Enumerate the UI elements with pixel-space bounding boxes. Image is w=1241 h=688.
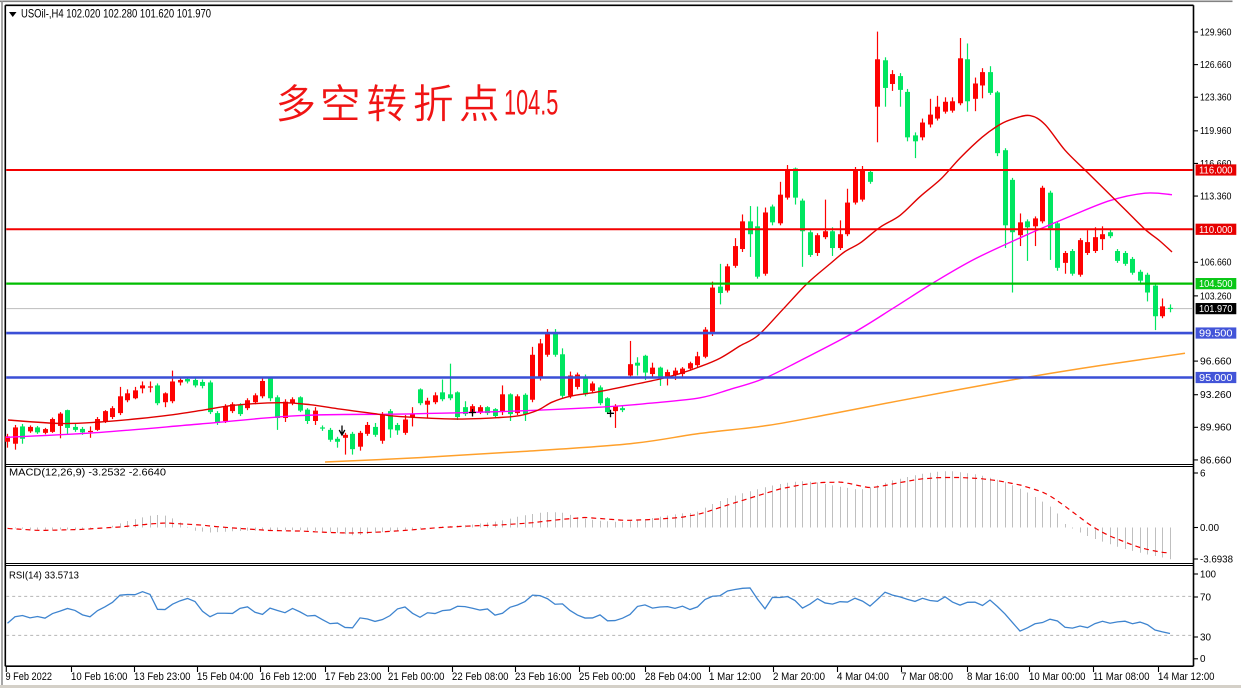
svg-text:1 Mar 12:00: 1 Mar 12:00: [709, 671, 761, 683]
svg-text:22 Feb 08:00: 22 Feb 08:00: [452, 671, 509, 683]
svg-text:7 Mar 08:00: 7 Mar 08:00: [901, 671, 953, 683]
svg-text:0.00: 0.00: [1200, 523, 1219, 534]
svg-text:MACD(12,26,9) -3.2532 -2.6640: MACD(12,26,9) -3.2532 -2.6640: [9, 467, 166, 479]
svg-text:95.000: 95.000: [1199, 373, 1233, 384]
svg-text:23 Feb 16:00: 23 Feb 16:00: [515, 671, 572, 683]
svg-text:21 Feb 00:00: 21 Feb 00:00: [388, 671, 445, 683]
svg-text:116.000: 116.000: [1199, 166, 1233, 177]
svg-text:126.660: 126.660: [1200, 60, 1232, 71]
svg-text:96.660: 96.660: [1200, 357, 1232, 368]
svg-text:28 Feb 04:00: 28 Feb 04:00: [645, 671, 702, 683]
svg-text:11 Mar 08:00: 11 Mar 08:00: [1093, 671, 1150, 683]
svg-text:116.660: 116.660: [1200, 159, 1232, 170]
svg-text:104.500: 104.500: [1199, 279, 1233, 290]
svg-text:10 Mar 00:00: 10 Mar 00:00: [1029, 671, 1086, 683]
svg-text:104.5: 104.5: [504, 83, 558, 123]
svg-text:99.500: 99.500: [1199, 329, 1233, 340]
svg-text:103.260: 103.260: [1200, 291, 1232, 302]
svg-text:8 Mar 16:00: 8 Mar 16:00: [967, 671, 1019, 683]
svg-text:106.660: 106.660: [1200, 258, 1232, 269]
svg-text:110.000: 110.000: [1199, 225, 1233, 236]
svg-text:93.260: 93.260: [1200, 390, 1232, 401]
svg-text:-3.6938: -3.6938: [1200, 554, 1233, 565]
svg-text:101.970: 101.970: [1199, 304, 1233, 315]
svg-text:16 Feb 12:00: 16 Feb 12:00: [260, 671, 317, 683]
svg-text:30: 30: [1200, 632, 1211, 643]
svg-text:100: 100: [1200, 569, 1216, 580]
svg-text:USOil-,H4 102.020 102.280 101: USOil-,H4 102.020 102.280 101.620 101.97…: [21, 7, 211, 21]
svg-text:113.360: 113.360: [1200, 191, 1232, 202]
svg-text:0: 0: [1200, 654, 1206, 665]
svg-text:129.960: 129.960: [1200, 27, 1232, 38]
svg-text:9 Feb 2022: 9 Feb 2022: [6, 671, 53, 683]
svg-text:123.360: 123.360: [1200, 93, 1232, 104]
svg-text:RSI(14) 33.5713: RSI(14) 33.5713: [9, 571, 79, 582]
svg-text:25 Feb 00:00: 25 Feb 00:00: [579, 671, 636, 683]
svg-text:4 Mar 04:00: 4 Mar 04:00: [837, 671, 889, 683]
svg-text:15 Feb 04:00: 15 Feb 04:00: [197, 671, 254, 683]
svg-text:119.960: 119.960: [1200, 126, 1232, 137]
svg-text:86.660: 86.660: [1200, 455, 1232, 466]
svg-text:14 Mar 12:00: 14 Mar 12:00: [1158, 671, 1215, 683]
svg-text:2 Mar 20:00: 2 Mar 20:00: [773, 671, 825, 683]
svg-text:89.960: 89.960: [1200, 423, 1232, 434]
svg-text:17 Feb 23:00: 17 Feb 23:00: [325, 671, 382, 683]
svg-text:70: 70: [1200, 592, 1211, 603]
svg-text:10 Feb 16:00: 10 Feb 16:00: [71, 671, 128, 683]
svg-text:13 Feb 23:00: 13 Feb 23:00: [134, 671, 191, 683]
svg-text:6: 6: [1200, 468, 1206, 479]
